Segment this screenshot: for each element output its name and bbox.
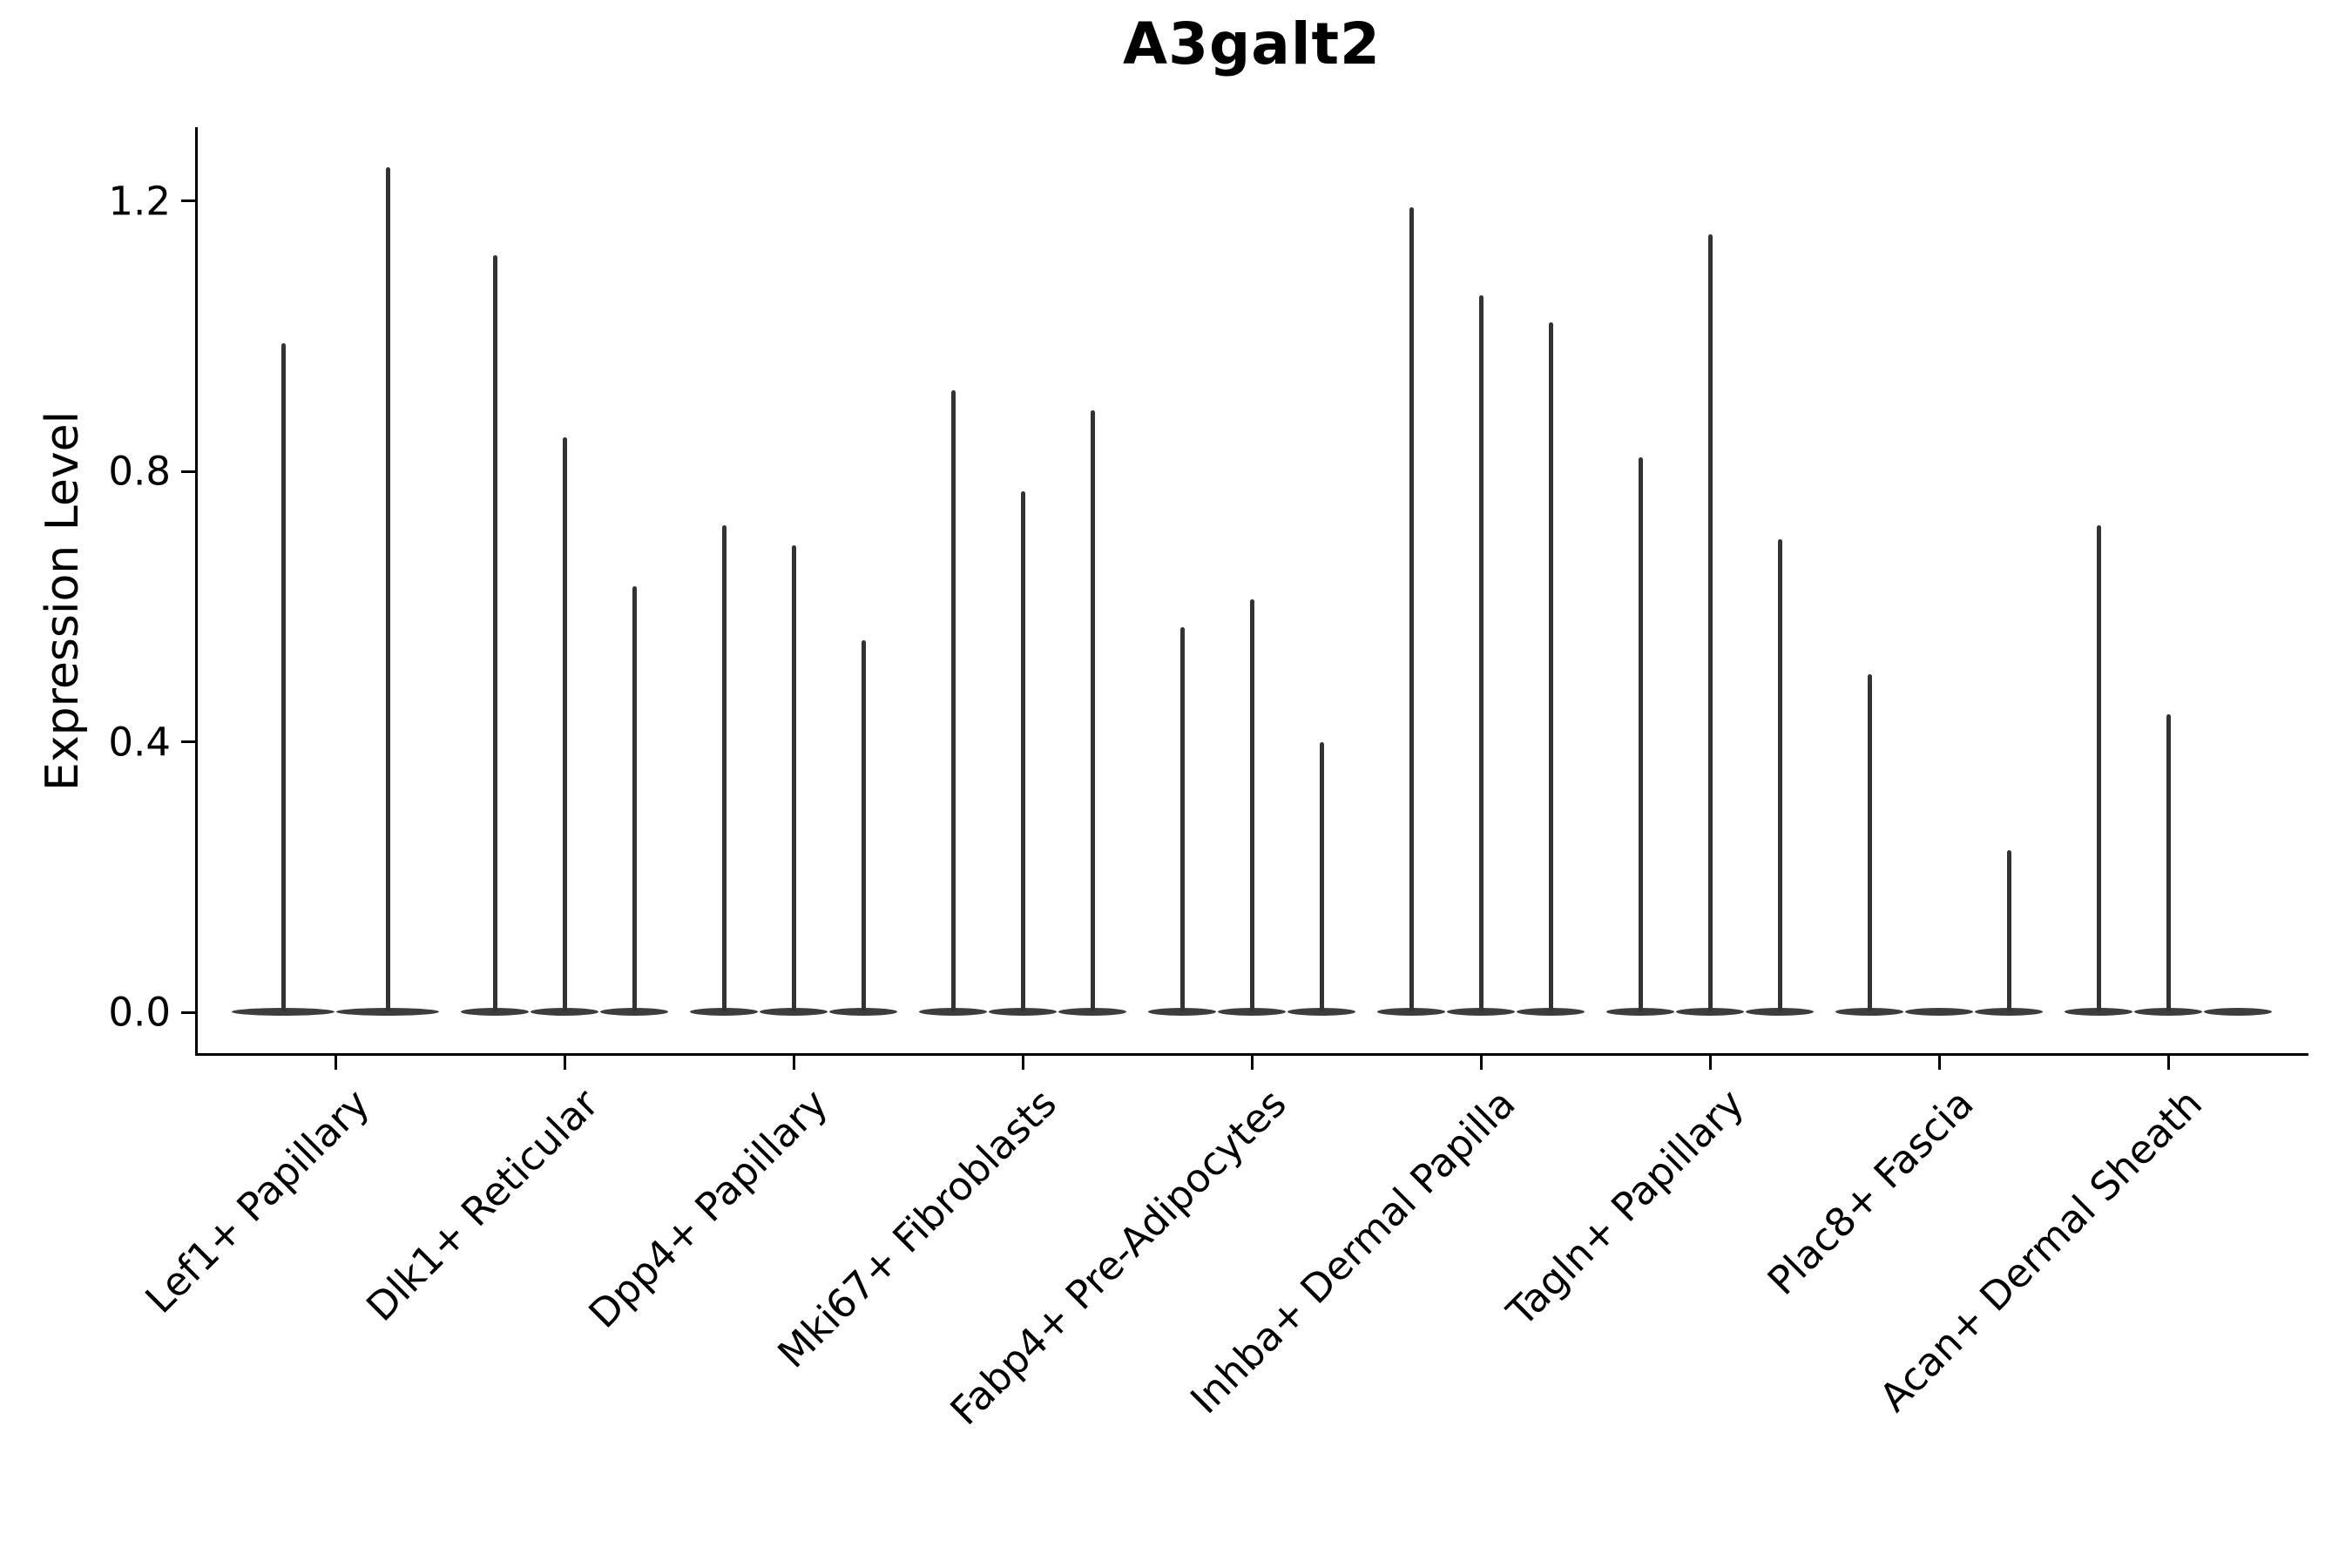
y-tick-label: 0.0: [108, 989, 171, 1036]
violin-base: [690, 1007, 758, 1016]
violin-base: [2065, 1007, 2132, 1016]
chart-title: A3galt2: [1123, 10, 1381, 78]
y-axis-spine: [195, 127, 198, 1056]
violin-base: [461, 1007, 529, 1016]
violin-base: [336, 1007, 439, 1016]
y-tick-label: 0.4: [108, 719, 171, 765]
violin-base: [1288, 1007, 1355, 1016]
violin-spike: [632, 585, 637, 1011]
violin-spike: [1249, 599, 1254, 1011]
violin-spike: [1548, 322, 1553, 1011]
violin-spike: [1319, 741, 1324, 1011]
x-tick-mark: [563, 1056, 566, 1070]
x-tick-mark: [792, 1056, 795, 1070]
y-tick-mark: [181, 470, 195, 473]
violin-spike: [2166, 714, 2171, 1011]
violin-base: [919, 1007, 987, 1016]
violin-base: [232, 1007, 335, 1016]
violin-base: [1218, 1007, 1286, 1016]
violin-spike: [1638, 457, 1643, 1011]
violin-base: [1746, 1007, 1814, 1016]
x-tick-mark: [334, 1056, 337, 1070]
violin-spike: [562, 437, 567, 1011]
violin-base: [829, 1007, 897, 1016]
x-tick-mark: [1937, 1056, 1941, 1070]
x-tick-label: Lef1+ Papillary: [136, 1080, 379, 1322]
violin-spike: [280, 342, 286, 1011]
violin-spike: [791, 545, 796, 1011]
y-tick-label: 0.8: [108, 448, 171, 495]
violin-base: [1835, 1007, 1903, 1016]
y-tick-label: 1.2: [108, 178, 171, 224]
violin-base: [1975, 1007, 2043, 1016]
violin-base: [1606, 1007, 1674, 1016]
x-tick-label: Dlk1+ Reticular: [357, 1080, 608, 1330]
violin-spike: [1409, 207, 1414, 1011]
x-tick-label: Plac8+ Fascia: [1758, 1080, 1983, 1304]
violin-base: [1905, 1007, 1973, 1016]
y-axis-label: Expression Level: [37, 410, 89, 792]
violin-base: [1377, 1007, 1445, 1016]
violin-spike: [492, 254, 497, 1011]
violin-spike: [1867, 673, 1872, 1011]
violin-base: [1517, 1007, 1585, 1016]
x-tick-mark: [1708, 1056, 1712, 1070]
violin-spike: [1478, 295, 1484, 1011]
violin-base: [1058, 1007, 1126, 1016]
violin-spike: [950, 389, 956, 1011]
x-tick-label: Dpp4+ Papillary: [579, 1080, 837, 1337]
violin-base: [1148, 1007, 1216, 1016]
violin-base: [989, 1007, 1057, 1016]
violin-spike: [1179, 626, 1185, 1011]
violin-base: [600, 1007, 668, 1016]
x-tick-mark: [1021, 1056, 1024, 1070]
violin-spike: [2096, 525, 2101, 1011]
violin-base: [760, 1007, 828, 1016]
violin-spike: [1020, 491, 1025, 1011]
y-tick-mark: [181, 1010, 195, 1014]
x-tick-mark: [1479, 1056, 1483, 1070]
violin-spike: [1090, 410, 1095, 1011]
violin-spike: [385, 166, 390, 1011]
violin-spike: [2006, 849, 2011, 1011]
x-tick-mark: [1250, 1056, 1254, 1070]
violin-spike: [1707, 234, 1713, 1011]
violin-base: [2134, 1007, 2202, 1016]
violin-spike: [1777, 538, 1782, 1011]
violin-spike: [861, 640, 866, 1011]
violin-base: [1676, 1007, 1744, 1016]
violin-base: [531, 1007, 598, 1016]
x-axis-spine: [195, 1053, 2308, 1056]
violin-base: [1447, 1007, 1515, 1016]
violin-base: [2204, 1007, 2272, 1016]
y-tick-mark: [181, 740, 195, 743]
x-tick-label: Tagln+ Papillary: [1497, 1080, 1754, 1335]
x-tick-mark: [2166, 1056, 2170, 1070]
violin-spike: [721, 525, 727, 1011]
y-tick-mark: [181, 199, 195, 202]
